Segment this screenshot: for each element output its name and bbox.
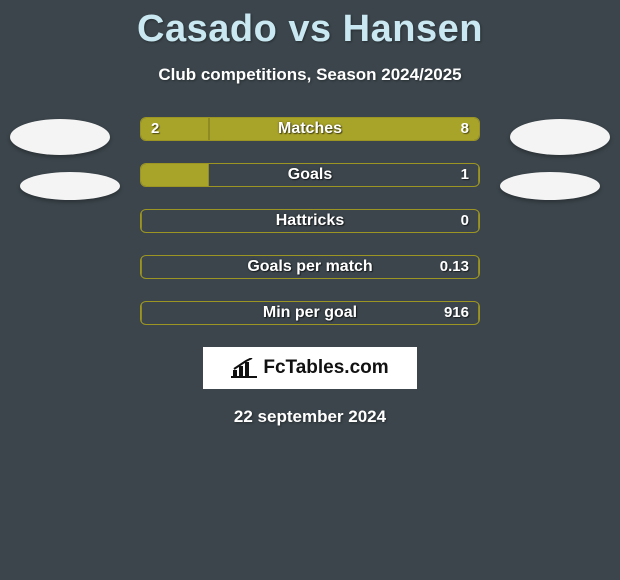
bar-fill-right bbox=[478, 256, 479, 278]
bar-label: Hattricks bbox=[141, 210, 479, 232]
bar-row: Hattricks 0 bbox=[140, 209, 480, 233]
bar-value-right: 0 bbox=[461, 210, 469, 232]
bar-fill-right bbox=[478, 302, 479, 324]
bar-fill-right bbox=[478, 164, 479, 186]
bar-fill-right bbox=[478, 210, 479, 232]
bars-icon bbox=[231, 358, 257, 378]
brand-box: FcTables.com bbox=[203, 347, 417, 389]
player-right-badge-2 bbox=[500, 172, 600, 200]
bar-fill-left bbox=[141, 302, 142, 324]
bar-fill-left bbox=[141, 256, 142, 278]
player-right-badge-1 bbox=[510, 119, 610, 155]
footer-date: 22 september 2024 bbox=[0, 407, 620, 427]
bar-fill-right bbox=[209, 118, 479, 140]
comparison-chart: 2 Matches 8 Goals 1 Hattricks 0 Goals pe… bbox=[0, 117, 620, 325]
bar-fill-left bbox=[141, 210, 142, 232]
bar-row: Min per goal 916 bbox=[140, 301, 480, 325]
bar-fill-left bbox=[141, 164, 209, 186]
page-title: Casado vs Hansen bbox=[0, 0, 620, 51]
player-left-badge-2 bbox=[20, 172, 120, 200]
bar-row: Goals 1 bbox=[140, 163, 480, 187]
player-left-badge-1 bbox=[10, 119, 110, 155]
bar-fill-left bbox=[141, 118, 209, 140]
bar-row: 2 Matches 8 bbox=[140, 117, 480, 141]
bar-value-right: 0.13 bbox=[440, 256, 469, 278]
bars-container: 2 Matches 8 Goals 1 Hattricks 0 Goals pe… bbox=[140, 117, 480, 325]
page-subtitle: Club competitions, Season 2024/2025 bbox=[0, 65, 620, 85]
bar-value-right: 1 bbox=[461, 164, 469, 186]
bar-label: Goals per match bbox=[141, 256, 479, 278]
brand-text: FcTables.com bbox=[263, 357, 388, 379]
bar-label: Min per goal bbox=[141, 302, 479, 324]
bar-value-right: 916 bbox=[444, 302, 469, 324]
bar-row: Goals per match 0.13 bbox=[140, 255, 480, 279]
